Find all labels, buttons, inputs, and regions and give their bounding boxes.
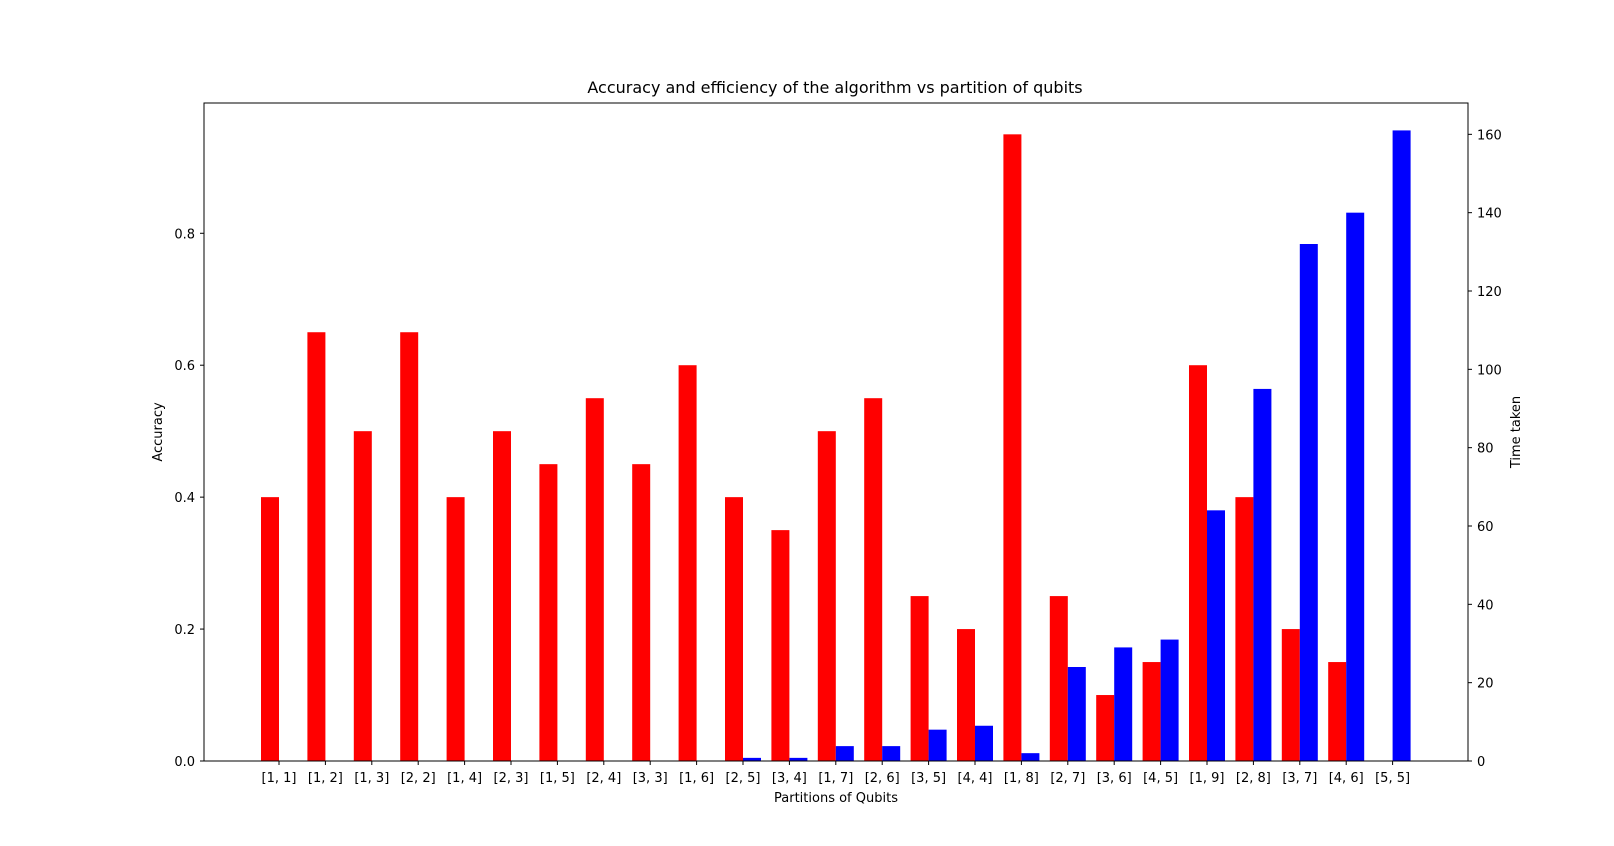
accuracy-bar xyxy=(307,332,325,761)
y-axis-title: Accuracy xyxy=(151,402,166,462)
x-tick-label: [1, 6] xyxy=(679,771,714,786)
x-tick-label: [3, 4] xyxy=(772,771,807,786)
y2-axis-title: Time taken xyxy=(1509,396,1524,469)
accuracy-bar xyxy=(864,398,882,761)
accuracy-bar xyxy=(1050,596,1068,761)
y-tick-label: 0.2 xyxy=(174,623,195,638)
x-tick-label: [4, 4] xyxy=(958,771,993,786)
y2-tick-label: 100 xyxy=(1477,363,1502,378)
accuracy-bar xyxy=(1235,497,1253,761)
x-tick-label: [1, 7] xyxy=(818,771,853,786)
accuracy-bar xyxy=(1189,365,1207,761)
accuracy-bar xyxy=(1096,695,1114,761)
time-bar xyxy=(1068,667,1086,761)
y-tick-label: 0.0 xyxy=(174,755,195,770)
chart-title: Accuracy and efficiency of the algorithm… xyxy=(587,78,1082,97)
x-tick-label: [3, 3] xyxy=(633,771,668,786)
time-bar xyxy=(1393,130,1411,761)
accuracy-bar xyxy=(493,431,511,761)
y2-tick-label: 60 xyxy=(1477,520,1494,535)
accuracy-bar xyxy=(632,464,650,761)
accuracy-bar xyxy=(679,365,697,761)
accuracy-bar xyxy=(1003,134,1021,761)
accuracy-bar xyxy=(911,596,929,761)
x-tick-label: [2, 7] xyxy=(1050,771,1085,786)
y2-tick-label: 20 xyxy=(1477,677,1494,692)
accuracy-bar xyxy=(771,530,789,761)
time-bar xyxy=(975,726,993,761)
x-tick-label: [2, 2] xyxy=(401,771,436,786)
time-bar xyxy=(929,730,947,761)
x-tick-label: [1, 1] xyxy=(262,771,297,786)
accuracy-bar xyxy=(586,398,604,761)
time-bar xyxy=(1207,510,1225,761)
time-bar xyxy=(836,746,854,761)
x-tick-label: [4, 6] xyxy=(1329,771,1364,786)
x-tick-label: [2, 4] xyxy=(586,771,621,786)
y2-tick-label: 120 xyxy=(1477,285,1502,300)
accuracy-bar xyxy=(1328,662,1346,761)
x-tick-label: [2, 5] xyxy=(726,771,761,786)
x-tick-label: [2, 3] xyxy=(494,771,529,786)
y2-tick-label: 160 xyxy=(1477,128,1502,143)
time-bar xyxy=(1253,389,1271,761)
y-tick-label: 0.6 xyxy=(174,359,195,374)
x-axis-ticks: [1, 1] [1, 2] [1, 3] [2, 2] [1, 4] [2, 3] [1, … xyxy=(262,761,1411,786)
x-tick-label: [1, 3] xyxy=(354,771,389,786)
accuracy-bar xyxy=(957,629,975,761)
x-tick-label: [2, 8] xyxy=(1236,771,1271,786)
x-tick-label: [4, 5] xyxy=(1143,771,1178,786)
x-tick-label: [5, 5] xyxy=(1375,771,1410,786)
time-bar xyxy=(1161,640,1179,761)
x-tick-label: [1, 4] xyxy=(447,771,482,786)
plot-frame xyxy=(204,103,1468,761)
accuracy-bar xyxy=(539,464,557,761)
x-tick-label: [1, 5] xyxy=(540,771,575,786)
y2-axis-ticks: 0 20 40 60 80 100 120 140 160 xyxy=(1468,128,1502,770)
x-axis-title: Partitions of Qubits xyxy=(774,791,898,806)
accuracy-bar xyxy=(818,431,836,761)
accuracy-bar xyxy=(400,332,418,761)
accuracy-bar xyxy=(725,497,743,761)
accuracy-bars xyxy=(261,134,1346,761)
x-tick-label: [3, 6] xyxy=(1097,771,1132,786)
time-bar xyxy=(1021,753,1039,761)
x-tick-label: [1, 8] xyxy=(1004,771,1039,786)
time-bar xyxy=(1346,213,1364,761)
accuracy-bar xyxy=(1282,629,1300,761)
accuracy-bar xyxy=(447,497,465,761)
y2-tick-label: 140 xyxy=(1477,207,1502,222)
time-bar xyxy=(1114,647,1132,761)
accuracy-bar xyxy=(354,431,372,761)
y-tick-label: 0.8 xyxy=(174,227,195,242)
x-tick-label: [1, 2] xyxy=(308,771,343,786)
x-tick-label: [2, 6] xyxy=(865,771,900,786)
time-bars xyxy=(743,130,1411,761)
x-tick-label: [1, 9] xyxy=(1190,771,1225,786)
time-bar xyxy=(882,746,900,761)
y2-tick-label: 80 xyxy=(1477,442,1494,457)
y2-tick-label: 40 xyxy=(1477,598,1494,613)
time-bar xyxy=(1300,244,1318,761)
accuracy-bar xyxy=(261,497,279,761)
x-tick-label: [3, 5] xyxy=(911,771,946,786)
accuracy-bar xyxy=(1143,662,1161,761)
x-tick-label: [3, 7] xyxy=(1282,771,1317,786)
y-axis-ticks: 0.0 0.2 0.4 0.6 0.8 xyxy=(174,227,204,770)
y-tick-label: 0.4 xyxy=(174,491,195,506)
y2-tick-label: 0 xyxy=(1477,755,1485,770)
